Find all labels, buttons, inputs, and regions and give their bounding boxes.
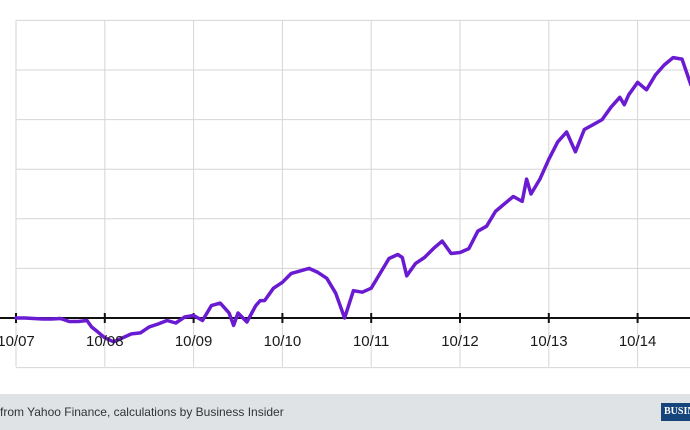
x-tick-label: 10/13 [530, 333, 568, 350]
chart-grid [15, 19, 690, 369]
business-insider-logo: BUSINESS INSIDER [661, 403, 690, 421]
source-note: from Yahoo Finance, calculations by Busi… [0, 405, 284, 419]
x-tick-label: 10/10 [264, 333, 302, 350]
series-line [14, 55, 690, 344]
x-tick-label: 10/11 [353, 333, 389, 350]
x-tick-label: 10/14 [619, 333, 657, 350]
footer-bar: from Yahoo Finance, calculations by Busi… [0, 394, 690, 430]
line-chart: 10/07 10/08 10/09 10/10 10/11 10/12 10/13 10/14 [0, 19, 690, 369]
series-group [14, 55, 690, 344]
x-tick-label: 10/09 [175, 333, 213, 350]
x-tick-label: 10/12 [441, 333, 479, 350]
x-tick-labels: 10/07 10/08 10/09 10/10 10/11 10/12 10/13 10/14 [0, 333, 656, 350]
x-tick-label: 10/07 [0, 333, 35, 350]
x-tick-label: 10/08 [86, 333, 124, 350]
